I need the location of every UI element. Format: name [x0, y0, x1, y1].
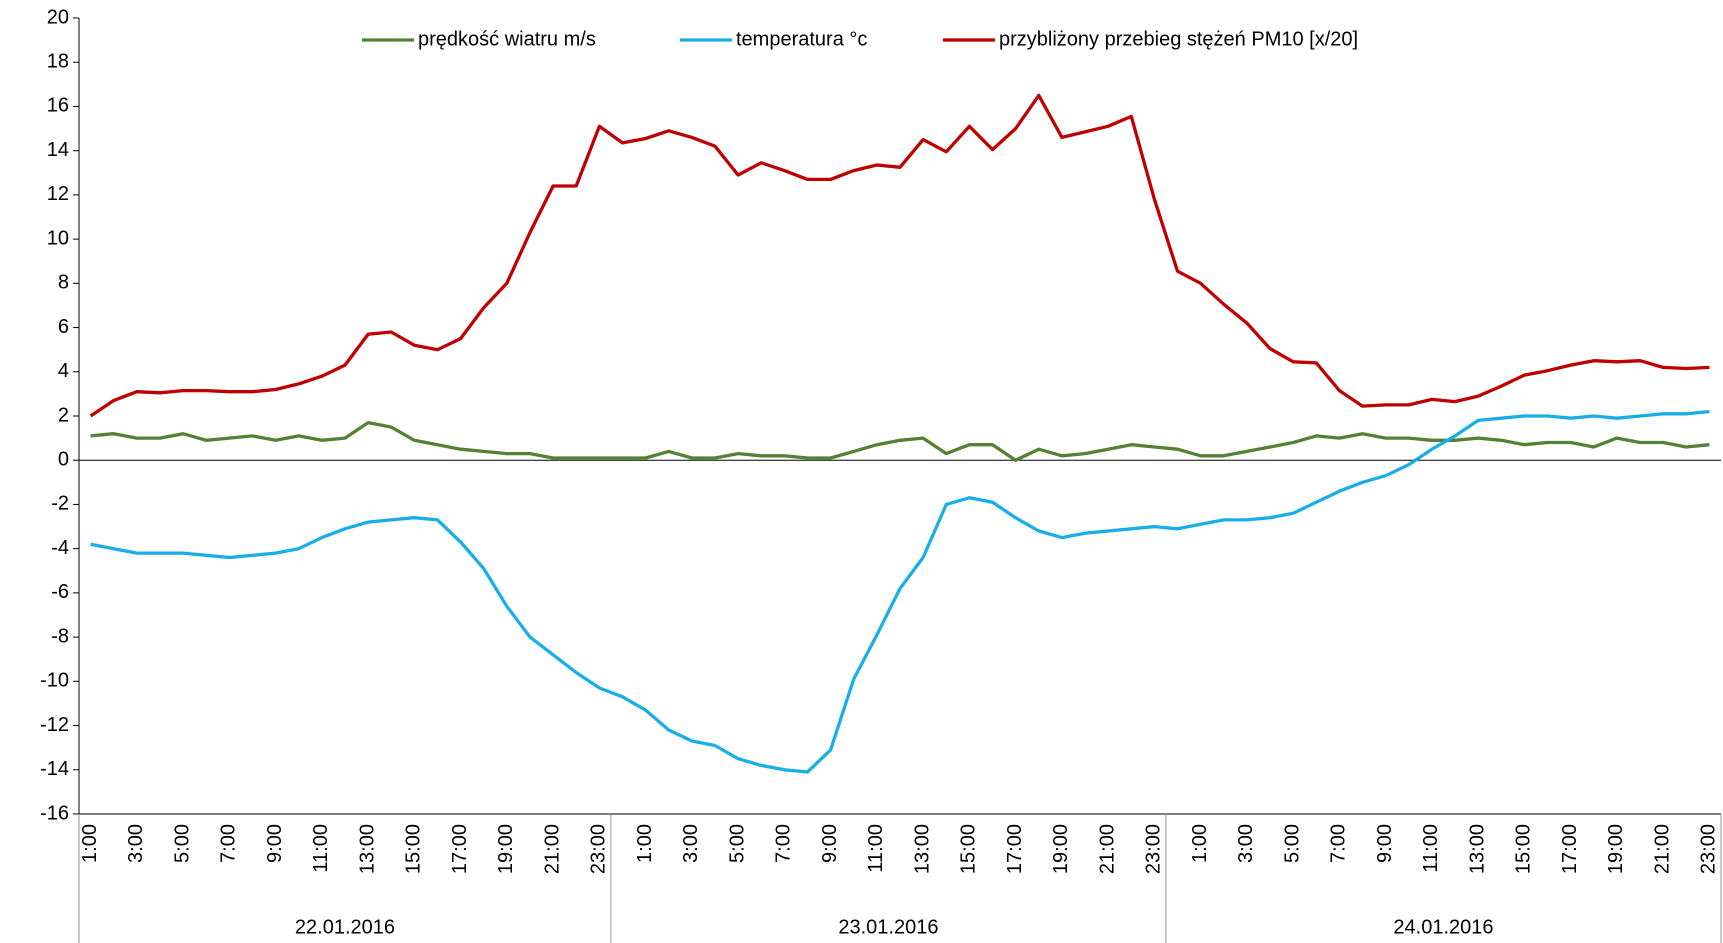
series-line — [89, 93, 1710, 418]
x-tick-label: 15:00 — [1513, 824, 1535, 874]
group-label: 24.01.2016 — [1393, 916, 1493, 938]
y-tick-label: -10 — [40, 670, 69, 692]
y-tick-label: -16 — [40, 802, 69, 824]
y-tick-label: 10 — [47, 227, 69, 249]
y-tick-label: -6 — [51, 581, 69, 603]
y-tick-label: 18 — [47, 51, 69, 73]
x-tick-label: 5:00 — [726, 824, 748, 863]
legend-label: temperatura °c — [736, 28, 867, 50]
x-tick-label: 5:00 — [1281, 824, 1303, 863]
x-tick-label: 21:00 — [1096, 824, 1118, 874]
group-label: 22.01.2016 — [295, 916, 395, 938]
x-tick-label: 9:00 — [1374, 824, 1396, 863]
y-tick-label: -12 — [40, 714, 69, 736]
x-tick-label: 5:00 — [171, 824, 193, 863]
y-tick-label: 4 — [58, 360, 69, 382]
x-tick-label: 17:00 — [1559, 824, 1581, 874]
x-tick-label: 9:00 — [819, 824, 841, 863]
x-tick-label: 11:00 — [865, 824, 887, 873]
x-tick-label: 17:00 — [1004, 824, 1026, 874]
y-tick-label: 20 — [47, 6, 69, 28]
y-tick-label: -4 — [51, 537, 69, 559]
y-tick-label: 16 — [47, 95, 69, 117]
x-tick-label: 9:00 — [264, 824, 286, 863]
y-tick-label: 2 — [58, 404, 69, 426]
x-tick-label: 3:00 — [680, 824, 702, 863]
y-tick-label: 6 — [58, 316, 69, 338]
x-tick-label: 23:00 — [1143, 824, 1165, 874]
x-tick-label: 7:00 — [218, 824, 240, 863]
y-tick-label: 14 — [47, 139, 69, 161]
x-tick-label: 23:00 — [588, 824, 610, 874]
x-tick-label: 13:00 — [356, 824, 378, 874]
y-tick-label: 0 — [58, 449, 69, 471]
x-tick-label: 1:00 — [79, 824, 101, 863]
x-tick-label: 13:00 — [1466, 824, 1488, 874]
y-tick-label: 12 — [47, 183, 69, 205]
x-tick-label: 15:00 — [403, 824, 425, 874]
x-tick-label: 15:00 — [958, 824, 980, 874]
y-tick-label: 8 — [58, 272, 69, 294]
x-tick-label: 1:00 — [634, 824, 656, 863]
x-tick-label: 19:00 — [1605, 824, 1627, 874]
x-tick-label: 7:00 — [1328, 824, 1350, 863]
x-tick-label: 19:00 — [495, 824, 517, 874]
x-tick-label: 21:00 — [1651, 824, 1673, 874]
x-tick-label: 7:00 — [773, 824, 795, 863]
x-tick-label: 19:00 — [1050, 824, 1072, 874]
series-line — [90, 409, 1710, 774]
group-label: 23.01.2016 — [838, 916, 938, 938]
x-tick-label: 11:00 — [1420, 824, 1442, 873]
legend-label: przybliżony przebieg stężeń PM10 [x/20] — [999, 28, 1358, 50]
x-tick-label: 3:00 — [1235, 824, 1257, 863]
x-tick-label: 1:00 — [1189, 824, 1211, 863]
x-tick-label: 13:00 — [911, 824, 933, 874]
legend-label: prędkość wiatru m/s — [418, 28, 596, 50]
x-tick-label: 17:00 — [449, 824, 471, 874]
series-line — [90, 420, 1710, 462]
x-tick-label: 3:00 — [125, 824, 147, 863]
y-tick-label: -14 — [40, 758, 69, 780]
x-tick-label: 23:00 — [1698, 824, 1720, 874]
x-tick-label: 11:00 — [310, 824, 332, 873]
y-tick-label: -8 — [51, 625, 69, 647]
x-tick-label: 21:00 — [541, 824, 563, 874]
y-tick-label: -2 — [51, 493, 69, 515]
